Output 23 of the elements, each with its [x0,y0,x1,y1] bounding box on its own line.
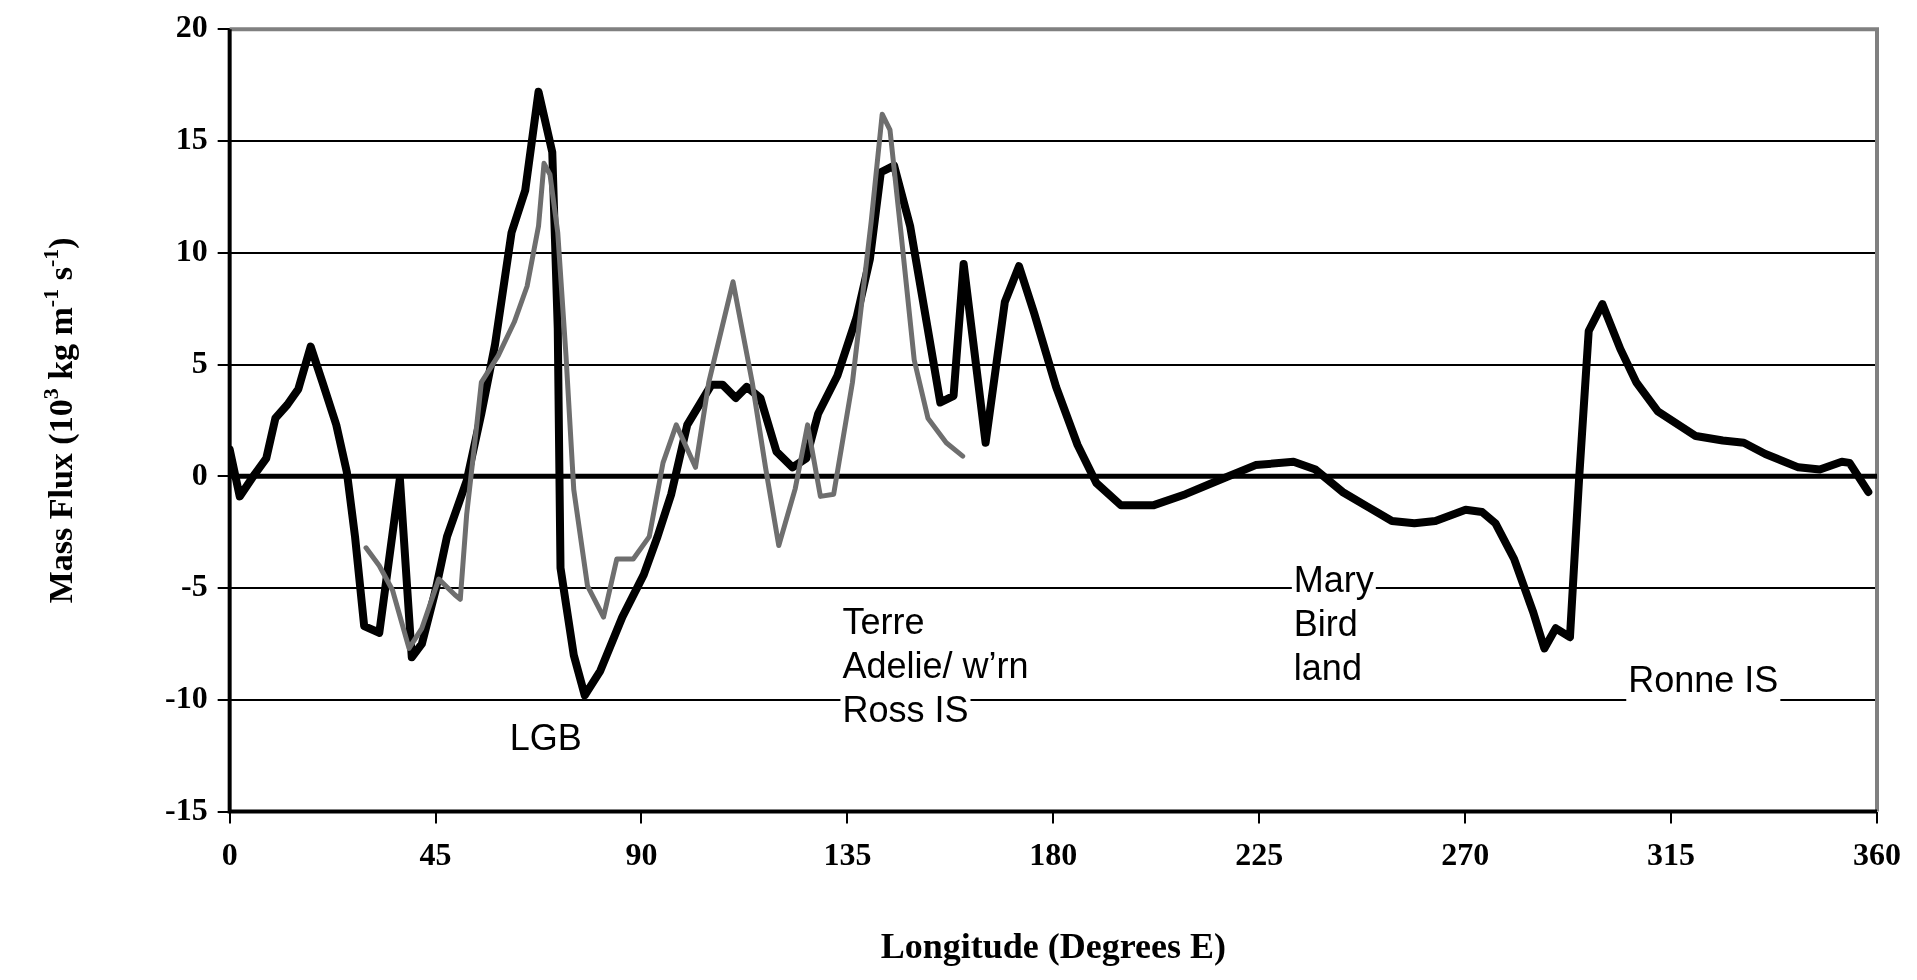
y-tick-label: -15 [165,790,208,827]
y-tick-label: 5 [191,343,208,380]
x-tick-label: 270 [1441,836,1490,873]
y-tick-label: 10 [175,232,208,269]
y-tick-label: 0 [191,455,208,492]
annotation: Ronne IS [1628,658,1779,700]
annotation: Terre Adelie/ w’rn Ross IS [842,600,1029,730]
y-axis-title: Mass Flux (103 kg m-1 s-1) [38,237,80,604]
x-tick-label: 315 [1647,836,1696,873]
y-tick-label: 15 [175,120,208,157]
y-tick-label: -5 [181,567,208,604]
x-tick-label: 45 [419,836,452,873]
x-tick-label: 0 [221,836,238,873]
x-tick-label: 90 [625,836,658,873]
x-tick-label: 135 [823,836,872,873]
x-tick-label: 360 [1853,836,1901,873]
y-tick-label: -10 [165,679,208,716]
x-tick-label: 180 [1029,836,1078,873]
annotation: LGB [509,717,582,759]
y-tick-label: 20 [175,8,208,45]
x-tick-label: 225 [1235,836,1284,873]
annotation: Mary Bird land [1293,558,1374,688]
x-axis-title: Longitude (Degrees E) [880,926,1226,966]
